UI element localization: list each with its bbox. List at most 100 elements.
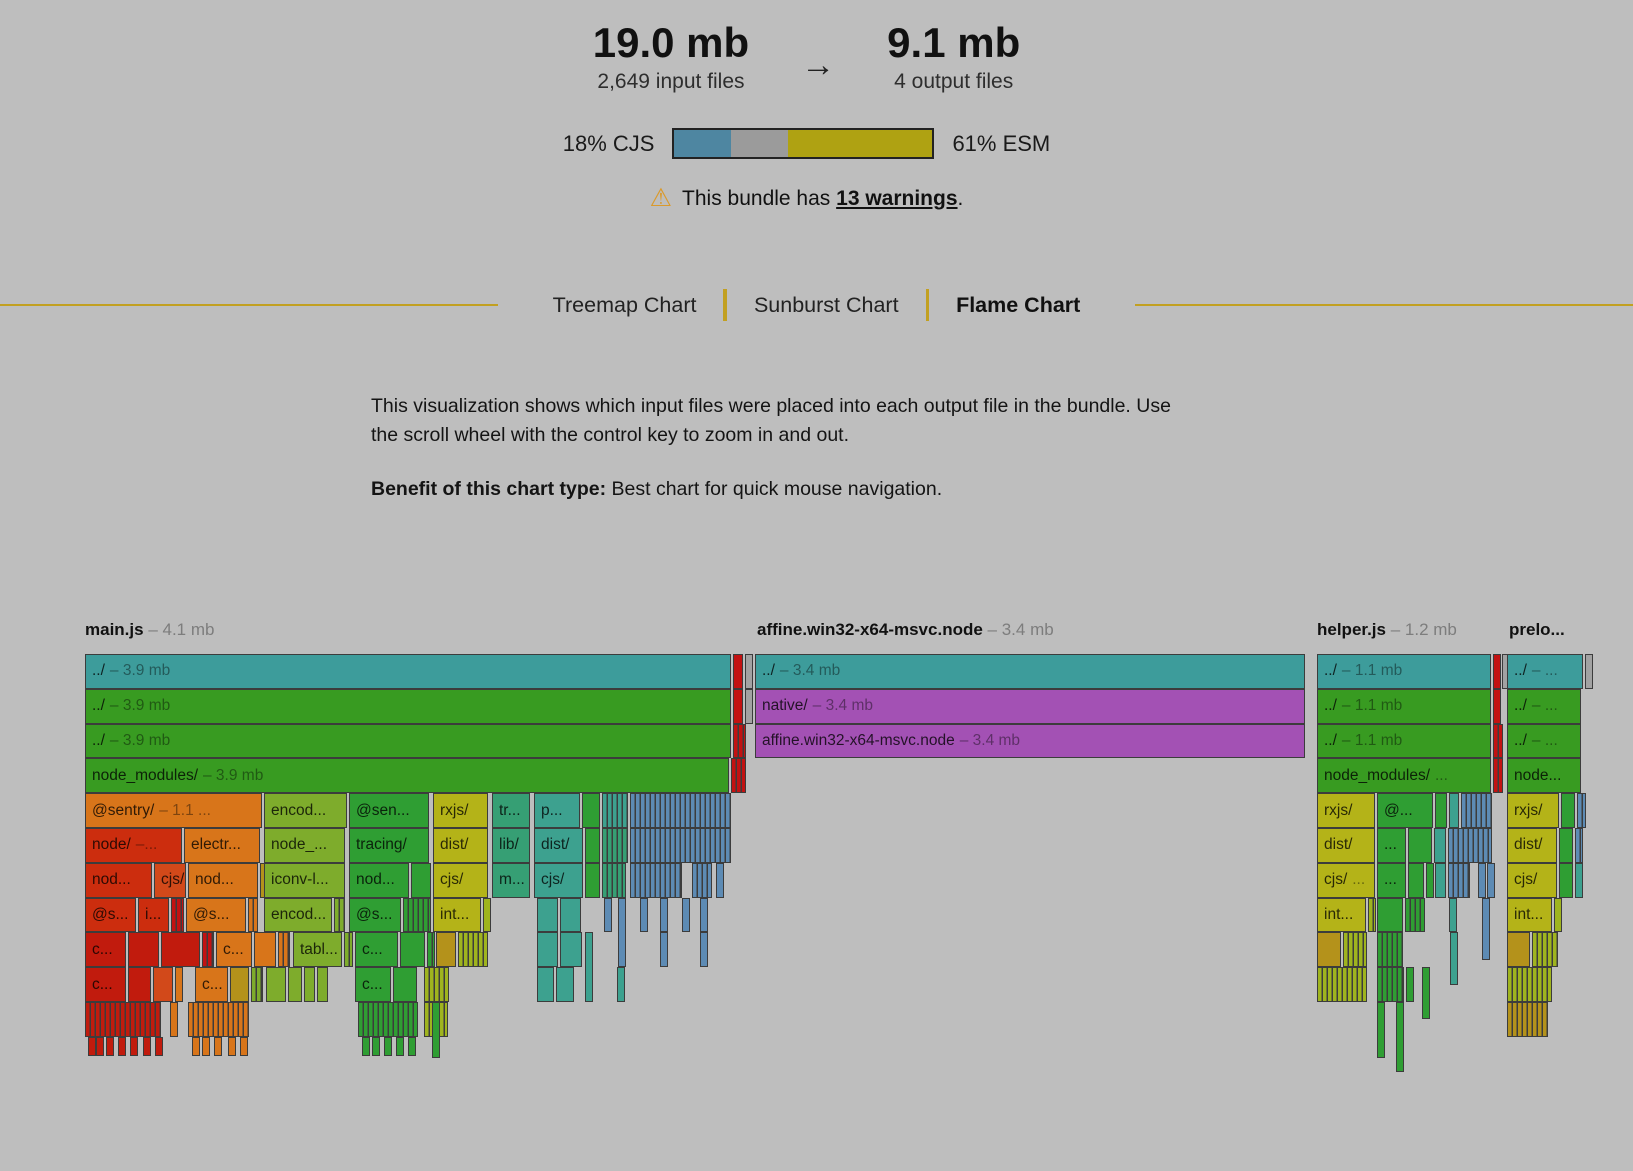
flame-cell[interactable] xyxy=(630,828,731,863)
flame-cell[interactable]: c... xyxy=(216,932,252,968)
flame-cell[interactable] xyxy=(1406,967,1414,1002)
flame-cell[interactable] xyxy=(483,897,491,933)
flame-cell[interactable] xyxy=(537,967,554,1002)
flame-cell[interactable] xyxy=(214,1036,222,1056)
flame-cell[interactable] xyxy=(1408,862,1424,898)
flame-cell[interactable] xyxy=(362,1036,370,1056)
flame-cell[interactable] xyxy=(143,1036,151,1056)
flame-cell[interactable]: @s... xyxy=(85,897,136,933)
flame-cell[interactable] xyxy=(400,932,425,968)
flame-cell[interactable]: ../– 3.9 mb xyxy=(85,654,731,689)
flame-cell[interactable] xyxy=(1554,897,1562,933)
flame-cell[interactable]: lib/ xyxy=(492,828,530,863)
flame-cell[interactable] xyxy=(202,1036,210,1056)
flame-cell[interactable] xyxy=(403,897,431,933)
flame-cell[interactable] xyxy=(585,932,593,1002)
flame-cell[interactable] xyxy=(424,967,449,1002)
flame-cell[interactable] xyxy=(617,967,625,1002)
flame-cell[interactable] xyxy=(1493,723,1503,759)
flame-cell[interactable] xyxy=(202,932,214,968)
flame-cell[interactable] xyxy=(1377,897,1403,933)
tab-treemap-chart[interactable]: Treemap Chart xyxy=(552,292,697,317)
flame-cell[interactable] xyxy=(1422,967,1430,1020)
flame-cell[interactable]: cjs/ xyxy=(154,862,186,898)
flame-cell[interactable]: node/–... xyxy=(85,828,182,863)
flame-cell[interactable] xyxy=(1507,967,1552,1002)
flame-cell[interactable]: @s... xyxy=(349,897,401,933)
flame-cell[interactable] xyxy=(585,828,600,863)
flame-cell[interactable] xyxy=(1435,793,1447,828)
flame-cell[interactable] xyxy=(384,1036,392,1056)
flame-cell[interactable] xyxy=(408,1036,416,1056)
flame-cell[interactable]: cjs/ xyxy=(433,862,488,898)
flame-cell[interactable] xyxy=(240,1036,248,1056)
flame-cell[interactable]: node_modules/... xyxy=(1317,758,1491,794)
flame-cell[interactable] xyxy=(1377,932,1403,968)
flame-cell[interactable] xyxy=(733,654,743,689)
flame-cell[interactable] xyxy=(1493,654,1501,689)
flame-cell[interactable] xyxy=(1559,862,1573,898)
flame-cell[interactable] xyxy=(700,897,708,933)
flame-cell[interactable] xyxy=(153,967,173,1002)
tab-sunburst-chart[interactable]: Sunburst Chart xyxy=(753,292,899,317)
flame-cell[interactable] xyxy=(640,897,648,933)
flame-cell[interactable]: ../– 1.1 mb xyxy=(1317,654,1491,689)
flame-cell[interactable]: ../– 3.9 mb xyxy=(85,723,731,759)
flame-cell[interactable] xyxy=(1575,862,1583,898)
flame-cell[interactable]: cjs/... xyxy=(1317,862,1375,898)
flame-cell[interactable] xyxy=(602,793,628,828)
flame-cell[interactable] xyxy=(585,862,600,898)
flame-cell[interactable]: ... xyxy=(1377,828,1406,863)
flame-cell[interactable] xyxy=(358,1002,418,1037)
flame-cell[interactable] xyxy=(537,932,558,968)
flame-cell[interactable]: rxjs/ xyxy=(1317,793,1375,828)
flame-cell[interactable] xyxy=(118,1036,126,1056)
flame-cell[interactable] xyxy=(170,1002,178,1037)
flame-cell[interactable] xyxy=(1487,862,1495,898)
flame-cell[interactable] xyxy=(396,1036,404,1056)
flame-cell[interactable] xyxy=(602,862,626,898)
flame-cell[interactable]: rxjs/ xyxy=(433,793,488,828)
flame-cell[interactable]: cjs/ xyxy=(534,862,583,898)
flame-cell[interactable] xyxy=(88,1036,96,1056)
flame-cell[interactable] xyxy=(1561,793,1575,828)
flame-cell[interactable] xyxy=(1434,828,1446,863)
flame-cell[interactable]: electr... xyxy=(184,828,260,863)
flame-cell[interactable] xyxy=(560,932,582,968)
flame-cell[interactable] xyxy=(556,967,574,1002)
flame-cell[interactable] xyxy=(427,932,435,968)
flame-cell[interactable]: native/– 3.4 mb xyxy=(755,688,1305,724)
flame-cell[interactable] xyxy=(602,828,628,863)
flame-cell[interactable]: node_... xyxy=(264,828,345,863)
flame-cell[interactable]: ... xyxy=(1377,862,1406,898)
flame-cell[interactable] xyxy=(1449,793,1459,828)
flame-cell[interactable] xyxy=(161,932,200,968)
flame-cell[interactable] xyxy=(1493,758,1503,794)
flame-cell[interactable] xyxy=(716,862,724,898)
flame-cell[interactable]: c... xyxy=(195,967,228,1002)
flame-cell[interactable] xyxy=(537,897,558,933)
flame-cell[interactable] xyxy=(1449,897,1457,933)
flame-cell[interactable]: nod... xyxy=(349,862,409,898)
flame-cell[interactable]: c... xyxy=(85,967,126,1002)
flame-cell[interactable]: m... xyxy=(492,862,530,898)
flame-cell[interactable]: tracing/ xyxy=(349,828,429,863)
flame-cell[interactable] xyxy=(604,897,612,933)
flame-cell[interactable] xyxy=(188,1002,249,1037)
flame-cell[interactable] xyxy=(106,1036,114,1056)
flame-cell[interactable] xyxy=(248,897,258,933)
flame-cell[interactable] xyxy=(1408,828,1432,863)
flame-cell[interactable]: c... xyxy=(85,932,126,968)
flame-cell[interactable] xyxy=(278,932,290,968)
flame-cell[interactable] xyxy=(1343,932,1367,968)
flame-cell[interactable] xyxy=(458,932,488,968)
flame-cell[interactable] xyxy=(411,862,431,898)
flame-cell[interactable]: encod... xyxy=(264,793,347,828)
flame-cell[interactable] xyxy=(582,793,600,828)
flame-cell[interactable] xyxy=(733,688,743,724)
flame-cell[interactable]: @... xyxy=(1377,793,1433,828)
flame-cell[interactable]: dist/ xyxy=(1507,828,1557,863)
flame-cell[interactable] xyxy=(1577,793,1586,828)
flame-cell[interactable]: dist/ xyxy=(433,828,488,863)
flame-cell[interactable]: affine.win32-x64-msvc.node – 3.4 mb xyxy=(755,723,1305,759)
